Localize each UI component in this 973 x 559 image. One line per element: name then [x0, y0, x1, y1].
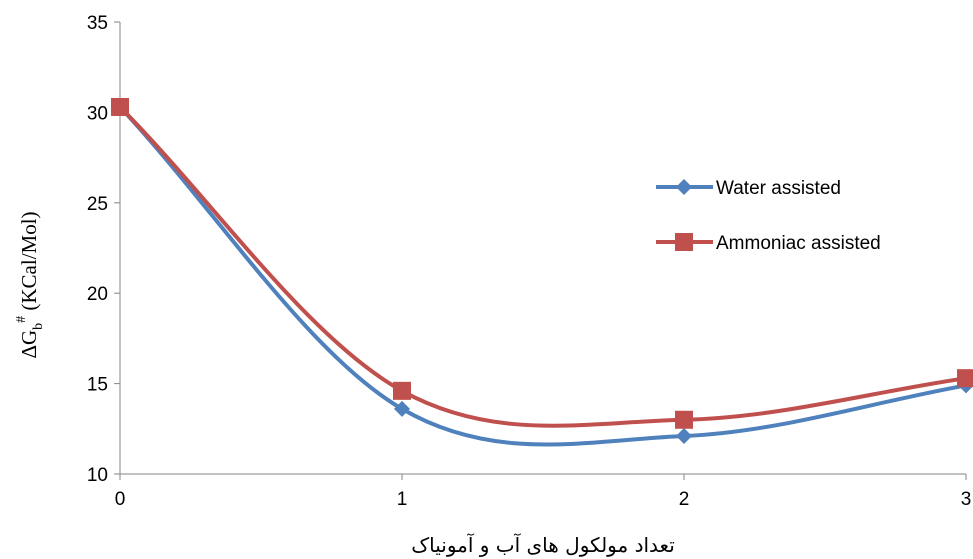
y-tick-label: 35 [87, 13, 108, 34]
legend-marker [676, 179, 692, 195]
data-point [393, 381, 411, 400]
x-tick-label: 2 [679, 489, 690, 510]
y-axis-title-sup: # [14, 316, 29, 323]
y-tick-label: 15 [87, 375, 108, 396]
y-axis-title: ΔGb# (KCal/Mol) [14, 211, 46, 358]
x-tick-label: 0 [115, 489, 126, 510]
y-tick-label: 25 [87, 194, 108, 215]
y-axis-title-rest: (KCal/Mol) [17, 211, 41, 315]
data-point [957, 369, 973, 388]
legend-label: Water assisted [716, 178, 841, 199]
data-point [675, 410, 693, 429]
series-layer [111, 97, 973, 447]
series-line [118, 104, 968, 428]
y-tick-label: 10 [87, 465, 108, 486]
legend: Water assisted Ammoniac assisted [656, 178, 881, 254]
y-axis-title-sub: b [31, 323, 46, 330]
legend-label: Ammoniac assisted [716, 233, 881, 254]
y-axis-title-main: ΔG [17, 330, 41, 359]
legend-marker [675, 233, 693, 251]
x-tick-label: 1 [397, 489, 408, 510]
x-tick-label: 3 [961, 489, 972, 510]
series-0 [112, 98, 973, 447]
legend-item: Water assisted [656, 178, 841, 199]
data-point [676, 428, 692, 445]
data-point [394, 400, 410, 417]
axes: 10 15 20 25 30 35 0 1 2 3 [87, 13, 971, 510]
series-line [118, 104, 968, 447]
y-tick-label: 20 [87, 284, 108, 305]
legend-item: Ammoniac assisted [656, 233, 881, 254]
x-axis-title: تعداد مولکول های آب و آمونیاک [411, 532, 675, 557]
data-point [111, 97, 129, 116]
series-1 [111, 97, 973, 429]
y-tick-label: 30 [87, 103, 108, 124]
